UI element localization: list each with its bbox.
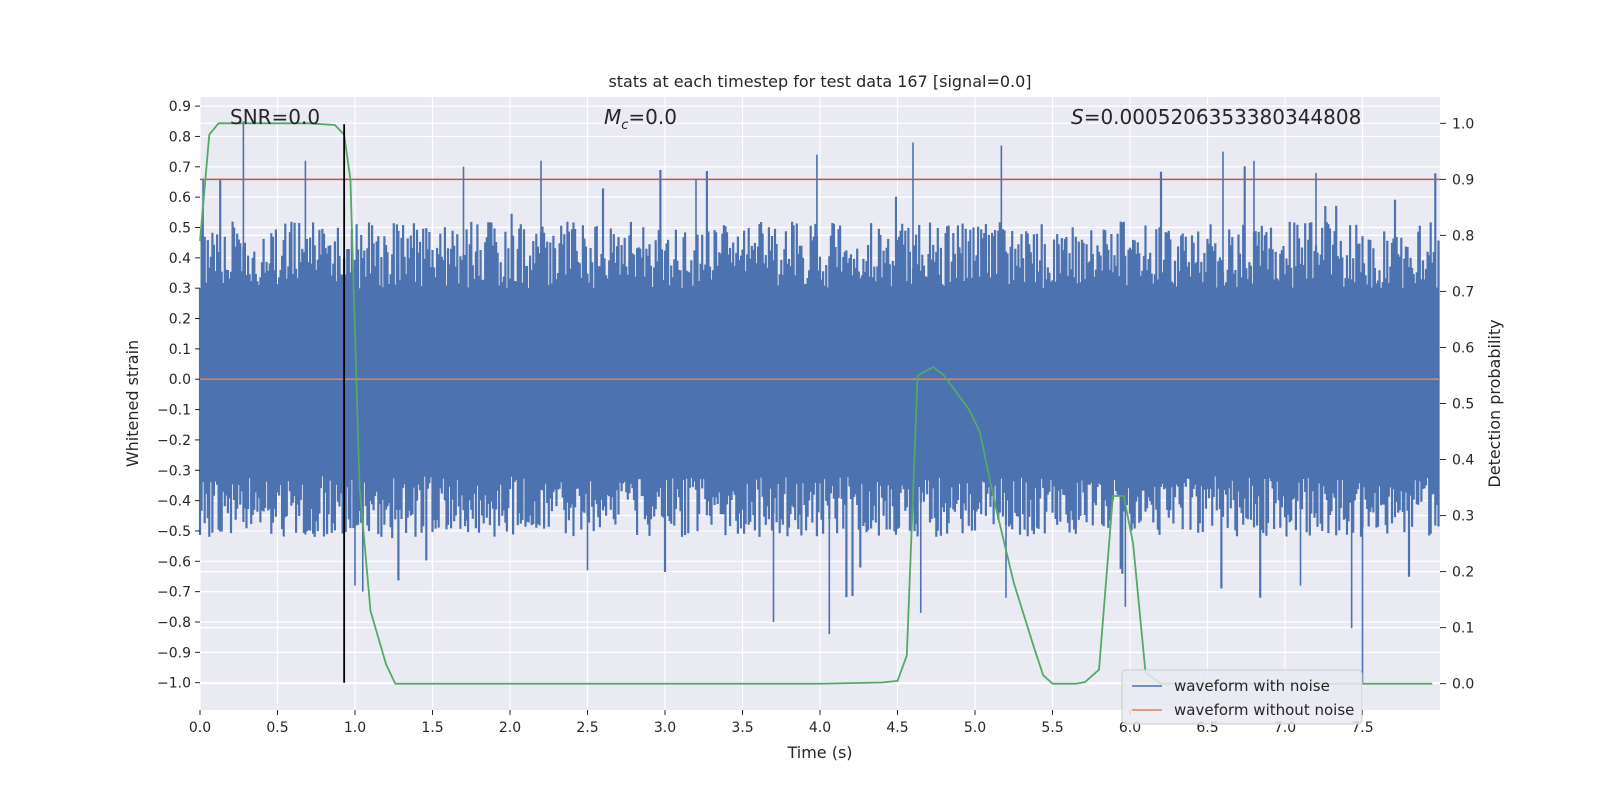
y-axis-label: Whitened strain	[123, 340, 142, 467]
y-tick-label: −0.8	[157, 615, 191, 631]
legend-label-noise: waveform with noise	[1174, 677, 1330, 695]
y-tick-label: −0.5	[157, 524, 191, 540]
y2-tick-label: 1.0	[1452, 116, 1474, 132]
legend-label-clean: waveform without noise	[1174, 701, 1354, 719]
y-tick-label: 0.5	[169, 220, 191, 236]
y-tick-label: −0.2	[157, 433, 191, 449]
y-tick-label: 0.7	[169, 160, 191, 176]
mc-subscript: c	[621, 118, 628, 133]
y-axis-right: 1.0 0.9 0.8 0.7 0.6 0.5 0.4 0.3 0.2 0.1 0.0	[1440, 116, 1474, 693]
s-value: =0.0005206353380344808	[1084, 105, 1362, 129]
y-tick-label: 0.1	[169, 342, 191, 358]
mc-value: =0.0	[628, 105, 677, 129]
y-axis-left: 0.9 0.8 0.7 0.6 0.5 0.4 0.3 0.2 0.1 0.0 −0.1 −0.2 −0…	[157, 99, 200, 692]
x-tick-label: 0.0	[189, 720, 211, 736]
s-annotation: S=0.0005206353380344808	[1071, 105, 1361, 129]
x-tick-label: 4.0	[809, 720, 831, 736]
s-symbol: S	[1071, 105, 1084, 129]
snr-annotation: SNR=0.0	[230, 105, 320, 129]
y2-tick-label: 0.9	[1452, 172, 1474, 188]
y2-axis-label: Detection probability	[1485, 319, 1504, 487]
y-tick-label: −0.4	[157, 494, 191, 510]
y2-tick-label: 0.5	[1452, 397, 1474, 413]
legend: waveform with noise waveform without noi…	[1121, 669, 1363, 725]
x-tick-label: 5.5	[1041, 720, 1063, 736]
y-tick-label: −0.1	[157, 403, 191, 419]
chirp-mass-annotation: Mc=0.0	[604, 105, 677, 133]
y2-tick-label: 0.4	[1452, 453, 1474, 469]
y2-tick-label: 0.7	[1452, 284, 1474, 300]
x-tick-label: 3.0	[654, 720, 676, 736]
y2-tick-label: 0.2	[1452, 565, 1474, 581]
x-tick-label: 1.0	[344, 720, 366, 736]
y-tick-label: 0.9	[169, 99, 191, 115]
y2-tick-label: 0.3	[1452, 509, 1474, 525]
detection-probability-line	[199, 122, 1433, 685]
y2-tick-label: 0.1	[1452, 621, 1474, 637]
y-tick-label: 0.0	[169, 372, 191, 388]
waveform-with-noise-trace	[198, 166, 1440, 598]
y-tick-label: 0.8	[169, 129, 191, 145]
x-tick-label: 3.5	[731, 720, 753, 736]
y-tick-label: 0.3	[169, 281, 191, 297]
y2-tick-label: 0.0	[1452, 677, 1474, 693]
mc-symbol: M	[604, 105, 621, 129]
y-tick-label: −0.9	[157, 645, 191, 661]
y-tick-label: 0.4	[169, 251, 191, 267]
y-tick-label: −0.7	[157, 585, 191, 601]
y-tick-label: 0.6	[169, 190, 191, 206]
x-tick-label: 0.5	[266, 720, 288, 736]
chart-title: stats at each timestep for test data 167…	[608, 72, 1031, 91]
y-tick-label: −0.3	[157, 463, 191, 479]
y2-tick-label: 0.8	[1452, 228, 1474, 244]
y-tick-label: −1.0	[157, 676, 191, 692]
x-tick-label: 1.5	[421, 720, 443, 736]
legend-box	[1121, 669, 1363, 725]
x-tick-label: 2.5	[576, 720, 598, 736]
y-tick-label: −0.6	[157, 554, 191, 570]
x-axis-label: Time (s)	[786, 743, 852, 762]
series-layer	[198, 121, 1440, 685]
x-tick-label: 2.0	[499, 720, 521, 736]
x-tick-label: 5.0	[964, 720, 986, 736]
y-tick-label: 0.2	[169, 312, 191, 328]
x-tick-label: 4.5	[886, 720, 908, 736]
y2-tick-label: 0.6	[1452, 340, 1474, 356]
